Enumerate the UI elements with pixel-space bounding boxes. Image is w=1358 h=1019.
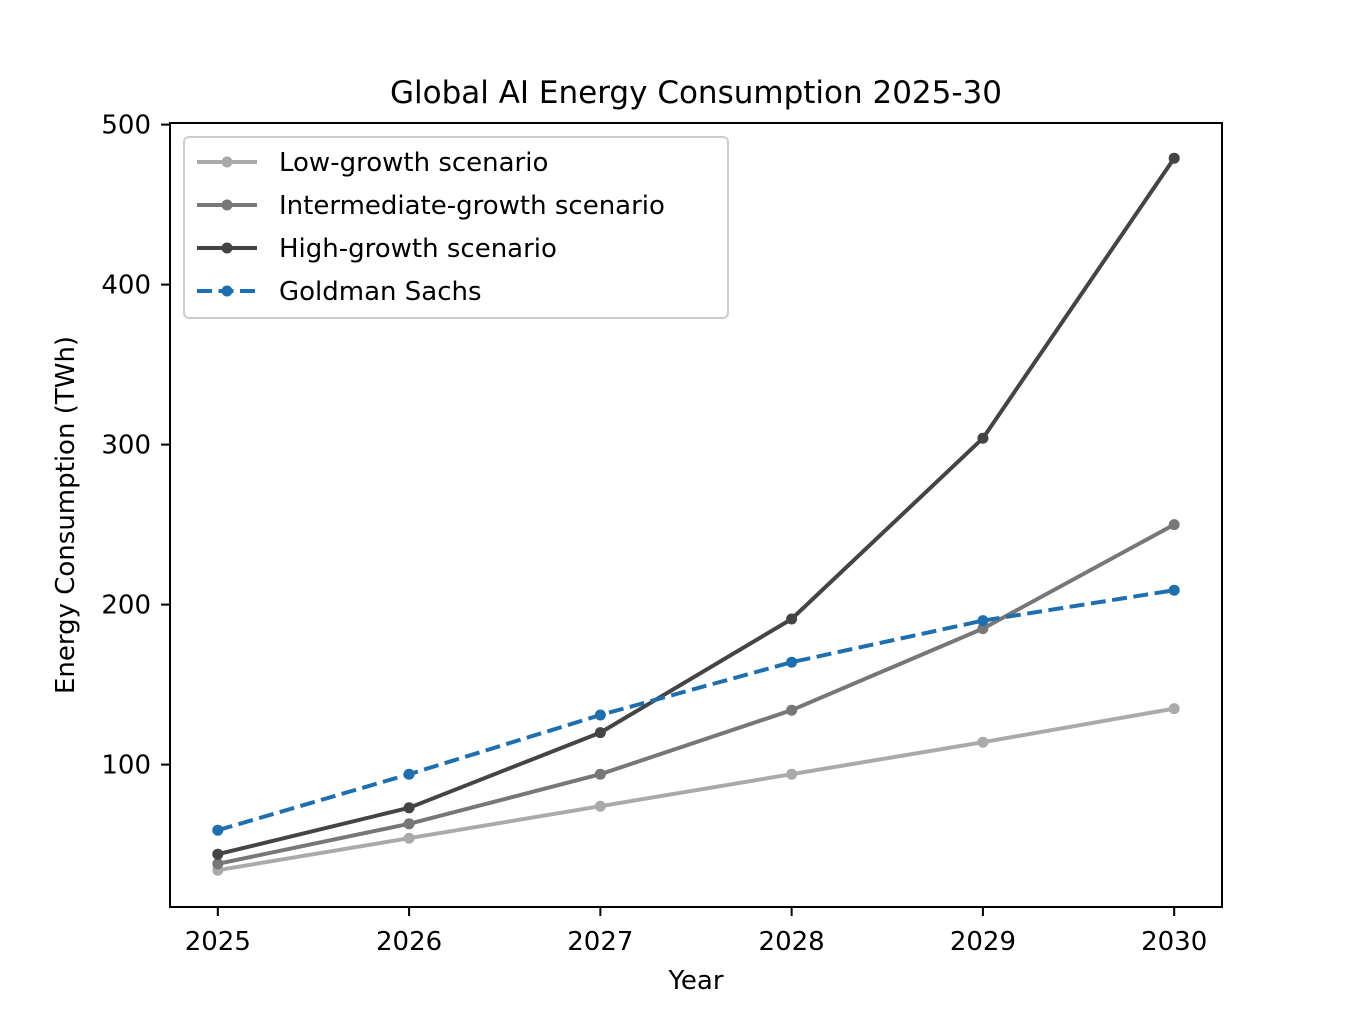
data-point <box>594 727 606 739</box>
x-axis-label: Year <box>667 966 723 996</box>
data-point <box>594 768 606 780</box>
axes-layer: 2025 2026 2027 2028 2029 2030 100 200 300 400 500 <box>101 111 1207 957</box>
data-point <box>1168 152 1180 164</box>
legend-marker <box>221 156 233 168</box>
y-axis-label: Energy Consumption (TWh) <box>51 336 81 694</box>
series-line <box>217 157 1176 857</box>
y-tick-label: 200 <box>101 591 151 621</box>
data-point <box>403 832 415 844</box>
x-tick-label: 2028 <box>759 927 825 957</box>
series-line <box>217 522 1176 866</box>
legend-label: Goldman Sachs <box>279 277 482 307</box>
x-tick-label: 2027 <box>567 927 633 957</box>
data-point <box>403 802 415 814</box>
x-tick-label: 2030 <box>1141 927 1207 957</box>
legend-marker <box>221 242 233 254</box>
data-point <box>212 824 224 836</box>
legend-label: High-growth scenario <box>279 234 557 264</box>
data-point <box>1168 703 1180 715</box>
data-point <box>1168 519 1180 531</box>
data-point <box>977 623 989 635</box>
y-tick-label: 400 <box>101 271 151 301</box>
y-tick-label: 300 <box>101 431 151 461</box>
legend-box <box>183 136 729 319</box>
x-tick-label: 2026 <box>376 927 442 957</box>
legend-label: Low-growth scenario <box>279 148 548 178</box>
legend-marker <box>221 285 233 297</box>
chart-title: Global AI Energy Consumption 2025-30 <box>390 75 1002 111</box>
data-point <box>977 736 989 748</box>
data-point <box>786 704 798 716</box>
data-point <box>786 768 798 780</box>
legend: Low-growth scenario Intermediate-growth s… <box>183 136 729 319</box>
series-layer <box>212 152 1180 876</box>
data-point <box>212 848 224 860</box>
data-point <box>977 615 989 627</box>
legend-label: Intermediate-growth scenario <box>279 191 665 221</box>
data-point <box>403 768 415 780</box>
data-point <box>403 818 415 830</box>
legend-marker <box>221 199 233 211</box>
y-tick-label: 500 <box>101 111 151 141</box>
data-point <box>1168 584 1180 596</box>
x-tick-label: 2029 <box>950 927 1016 957</box>
y-tick-label: 100 <box>101 751 151 781</box>
data-point <box>594 800 606 812</box>
data-point <box>786 656 798 668</box>
data-point <box>977 432 989 444</box>
x-tick-label: 2025 <box>185 927 251 957</box>
data-point <box>786 613 798 625</box>
series-line <box>217 706 1175 873</box>
data-point <box>212 858 224 870</box>
data-point <box>594 709 606 721</box>
plot-frame <box>169 122 1223 908</box>
series-line <box>217 588 1175 833</box>
